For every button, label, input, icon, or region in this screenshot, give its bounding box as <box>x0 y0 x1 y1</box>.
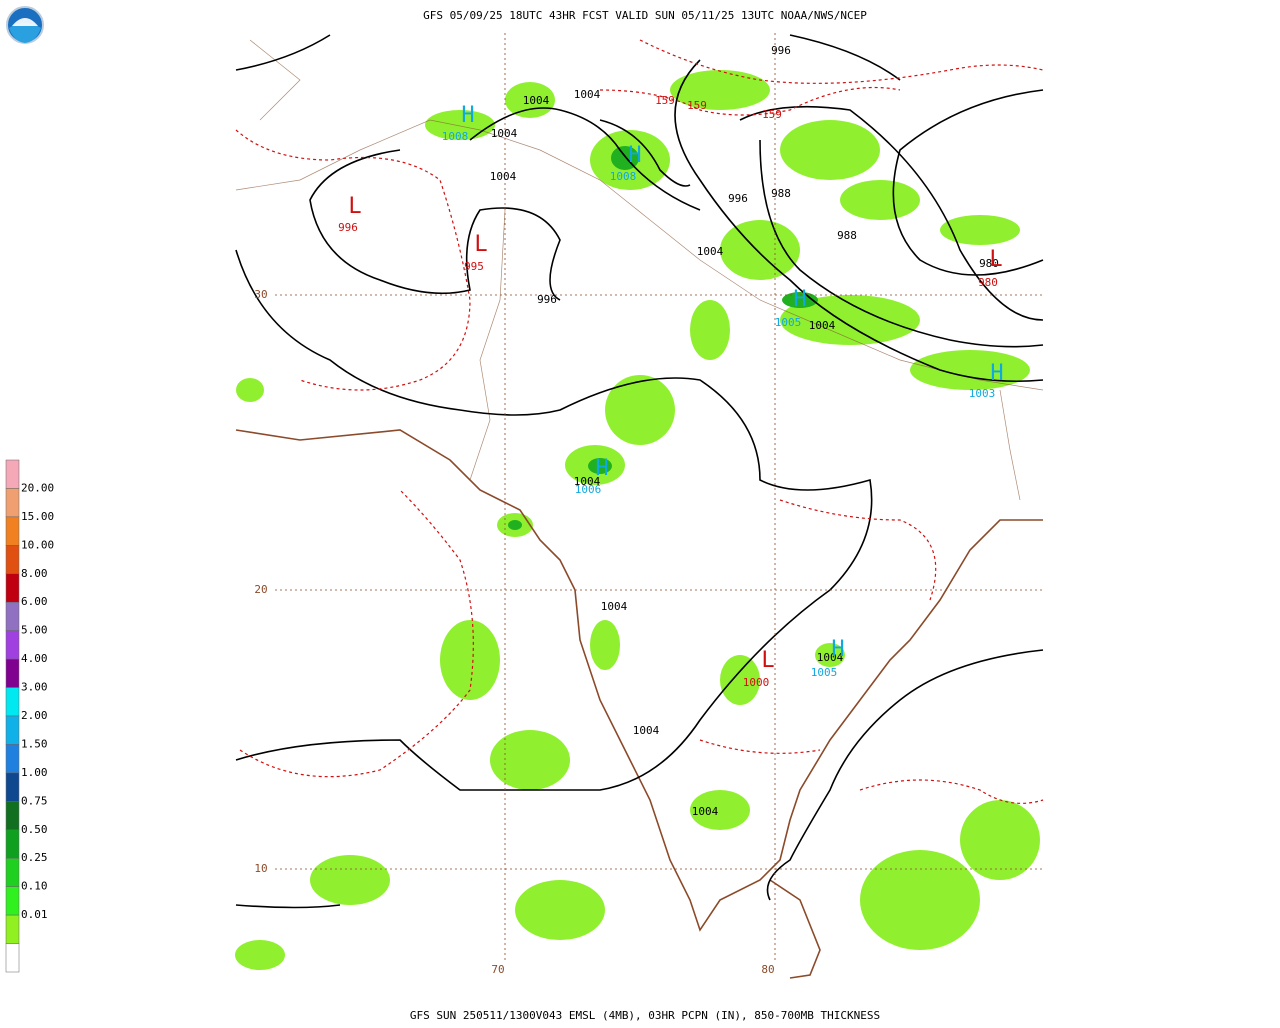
low-symbol: L <box>348 194 361 219</box>
legend: 20.00 15.00 10.00 8.00 6.00 5.00 4.00 3.00 2.00 1… <box>5 459 54 973</box>
longitude-label: 80 <box>761 963 774 976</box>
isobar-label: 1004 <box>809 319 836 332</box>
legend-swatch <box>5 715 20 745</box>
coastline <box>235 429 1043 979</box>
legend-label: 2.00 <box>21 709 48 722</box>
low-value: 996 <box>338 221 358 234</box>
legend-label: 4.00 <box>21 652 48 665</box>
isobar-label: 1004 <box>697 245 724 258</box>
map-area: 30 20 10 70 80 996 1004 1004 1004 1004 996 988 988 10… <box>235 33 1044 979</box>
thickness-contours <box>235 39 1044 804</box>
high-symbol: H <box>990 361 1003 386</box>
isobar-label: 996 <box>728 192 748 205</box>
legend-swatch <box>5 630 20 660</box>
latitude-label: 10 <box>254 862 267 875</box>
legend-swatch <box>5 488 20 518</box>
high-value: 1005 <box>775 316 802 329</box>
high-value: 1005 <box>811 666 838 679</box>
isobar-label: 988 <box>771 187 791 200</box>
legend-swatch <box>5 601 20 631</box>
legend-swatch <box>5 943 20 973</box>
legend-label: 0.01 <box>21 908 48 921</box>
isobar-label: 988 <box>837 229 857 242</box>
high-symbol: H <box>628 143 641 168</box>
legend-swatch <box>5 545 20 575</box>
low-value: 1000 <box>743 676 770 689</box>
legend-swatch <box>5 829 20 859</box>
high-value: 1006 <box>575 483 602 496</box>
high-value: 1003 <box>969 387 996 400</box>
thickness-label: 159 <box>655 94 675 107</box>
legend-swatch <box>5 801 20 831</box>
legend-swatch <box>5 857 20 887</box>
latitude-label: 30 <box>254 288 267 301</box>
isobar-label: 996 <box>537 293 557 306</box>
legend-label: 8.00 <box>21 567 48 580</box>
legend-swatch <box>5 658 20 688</box>
legend-label: 10.00 <box>21 538 54 551</box>
legend-label: 0.25 <box>21 851 48 864</box>
isobar-label: 1004 <box>633 724 660 737</box>
legend-label: 1.00 <box>21 766 48 779</box>
title: GFS 05/09/25 18UTC 43HR FCST VALID SUN 0… <box>423 9 867 22</box>
legend-swatch <box>5 886 20 916</box>
legend-label: 1.50 <box>21 737 48 750</box>
legend-label: 20.00 <box>21 481 54 494</box>
isobar-label: 1004 <box>491 127 518 140</box>
low-symbol: L <box>474 232 487 257</box>
low-value: 995 <box>464 260 484 273</box>
precip-heavy <box>508 146 818 530</box>
high-symbol: H <box>793 287 806 312</box>
legend-swatch <box>5 516 20 546</box>
footer: GFS SUN 250511/1300V043 EMSL (4MB), 03HR… <box>410 1009 880 1022</box>
low-symbol: L <box>989 247 1002 272</box>
isobars <box>235 34 1044 909</box>
isobar-label: 1004 <box>817 651 844 664</box>
isobar-label: 1004 <box>574 88 601 101</box>
thickness-label: 159 <box>687 99 707 112</box>
thickness-label: 159 <box>762 108 782 121</box>
legend-swatch <box>5 772 20 802</box>
legend-swatch <box>5 573 20 603</box>
legend-label: 0.10 <box>21 880 48 893</box>
legend-label: 0.75 <box>21 794 48 807</box>
high-value: 1008 <box>442 130 469 143</box>
low-value: 980 <box>978 276 998 289</box>
legend-label: 6.00 <box>21 595 48 608</box>
legend-label: 5.00 <box>21 624 48 637</box>
legend-swatch <box>5 914 20 944</box>
isobar-label: 1004 <box>490 170 517 183</box>
legend-swatch <box>5 459 20 489</box>
latitude-label: 20 <box>254 583 267 596</box>
legend-label: 15.00 <box>21 510 54 523</box>
isobar-label: 996 <box>771 44 791 57</box>
isobar-label: 1004 <box>574 475 601 488</box>
noaa-logo <box>6 6 44 44</box>
high-symbol: H <box>831 637 844 662</box>
legend-swatch <box>5 687 20 717</box>
borders <box>235 39 1044 501</box>
longitude-label: 70 <box>491 963 504 976</box>
legend-label: 0.50 <box>21 823 48 836</box>
isobar-label: 1004 <box>523 94 550 107</box>
legend-swatch <box>5 744 20 774</box>
legend-label: 3.00 <box>21 681 48 694</box>
high-value: 1008 <box>610 170 637 183</box>
high-symbol: H <box>595 456 608 481</box>
high-symbol: H <box>461 103 474 128</box>
isobar-label: 1004 <box>692 805 719 818</box>
low-symbol: L <box>761 648 774 673</box>
isobar-label: 980 <box>979 257 999 270</box>
isobar-label: 1004 <box>601 600 628 613</box>
